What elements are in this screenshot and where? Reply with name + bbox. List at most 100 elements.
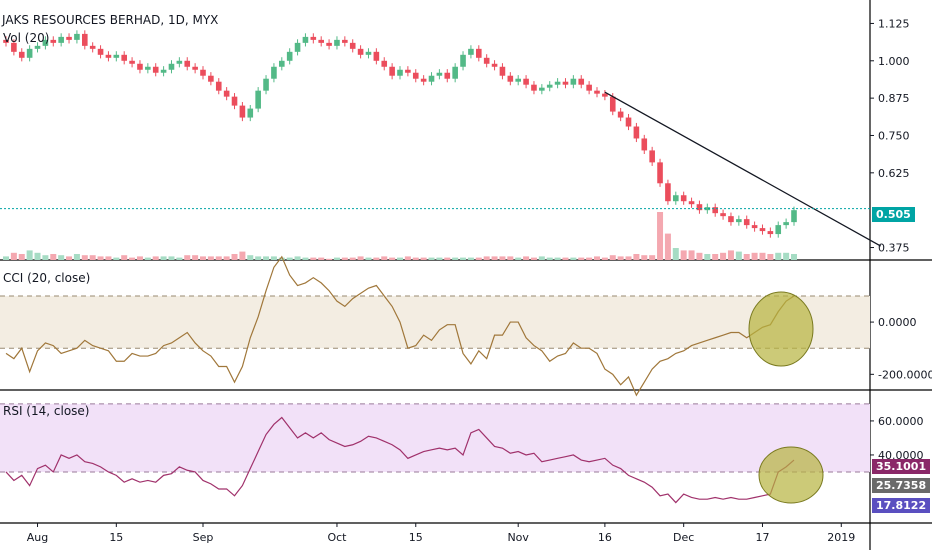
last-price-tag: 0.505 — [872, 207, 915, 222]
volume-bar — [633, 254, 640, 260]
volume-bar — [515, 257, 522, 260]
candle-body — [791, 210, 797, 223]
candle-body — [515, 78, 521, 82]
volume-bar — [270, 256, 277, 260]
symbol-title: JAKS RESOURCES BERHAD, 1D, MYX — [2, 13, 219, 27]
candle-body — [696, 204, 703, 211]
candle-body — [712, 207, 718, 214]
time-axis-tick: Nov — [507, 531, 529, 544]
time-axis-tick: Sep — [193, 531, 214, 544]
volume-bar — [759, 252, 766, 260]
cci-highlight-ellipse — [748, 291, 814, 367]
candle-body — [381, 60, 388, 67]
candle-body — [121, 54, 127, 61]
volume-bar — [239, 251, 246, 260]
candle-body — [665, 183, 671, 202]
volume-bar — [215, 256, 222, 260]
volume-bar — [326, 258, 333, 260]
candle-body — [728, 216, 734, 223]
volume-bar — [672, 248, 679, 260]
candle-body — [82, 33, 88, 46]
rsi-lower-band-tag: 17.8122 — [872, 498, 931, 513]
candle-body — [743, 219, 750, 226]
volume-bar — [121, 255, 128, 260]
volume-bar — [97, 256, 104, 260]
candle-body — [184, 60, 191, 67]
candle-body — [704, 207, 711, 211]
candle-body — [129, 60, 135, 64]
candle-body — [200, 69, 206, 76]
candle-body — [397, 69, 403, 76]
candle-body — [657, 162, 663, 184]
volume-indicator-label[interactable]: Vol (20) — [3, 31, 50, 45]
candle-body — [546, 84, 553, 88]
volume-bar — [105, 256, 112, 260]
volume-bar — [444, 257, 451, 260]
volume-bar — [664, 233, 671, 260]
candle-body — [468, 48, 474, 55]
candle-body — [562, 81, 569, 85]
candle-body — [452, 66, 458, 79]
candle-body — [357, 48, 364, 55]
volume-bar — [578, 257, 585, 260]
time-axis-tick: 15 — [109, 531, 123, 544]
candle-body — [673, 195, 679, 202]
volume-bar — [357, 256, 364, 260]
volume-bar — [617, 256, 624, 260]
cci-axis-tick: -200.0000 — [878, 368, 932, 381]
candle-body — [223, 90, 230, 97]
volume-bar — [18, 254, 25, 260]
time-axis-tick: 17 — [755, 531, 769, 544]
candle-body — [491, 63, 498, 67]
cci-line — [5, 255, 795, 397]
candle-body — [736, 219, 742, 223]
volume-bar — [278, 257, 285, 260]
rsi-value-tag: 35.1001 — [872, 459, 931, 474]
candle-body — [66, 36, 72, 40]
candle-body — [208, 75, 214, 82]
volume-bar — [712, 254, 719, 260]
volume-bar — [775, 252, 782, 260]
downtrend-line — [604, 91, 881, 247]
volume-bar — [499, 256, 506, 260]
candle-body — [460, 54, 466, 67]
volume-bar — [475, 257, 482, 260]
candle-body — [483, 57, 490, 64]
candle-body — [89, 45, 96, 49]
price-axis-tick: 1.000 — [878, 55, 910, 68]
candle-body — [58, 36, 64, 43]
candle-body — [523, 78, 529, 85]
volume-bar — [247, 255, 254, 260]
candle-body — [160, 69, 167, 73]
price-axis-tick: 0.750 — [878, 129, 910, 142]
rsi-indicator-label[interactable]: RSI (14, close) — [3, 404, 90, 418]
candle-body — [554, 81, 561, 85]
volume-bar — [696, 252, 703, 260]
volume-bar — [286, 257, 293, 260]
candle-body — [349, 42, 356, 49]
candle-body — [751, 225, 758, 229]
volume-bar — [365, 257, 372, 260]
volume-bar — [231, 254, 238, 260]
volume-bar — [50, 254, 57, 260]
cci-indicator-label[interactable]: CCI (20, close) — [3, 271, 91, 285]
volume-bar — [263, 256, 270, 260]
candle-body — [50, 39, 57, 43]
candle-body — [11, 42, 17, 52]
candle-body — [420, 78, 427, 82]
candle-body — [326, 42, 332, 46]
volume-bar — [625, 256, 632, 260]
candle-body — [783, 222, 789, 226]
volume-bar — [404, 256, 411, 260]
volume-bar — [507, 256, 514, 260]
candle-body — [215, 81, 222, 91]
rsi-axis-tick: 60.0000 — [878, 415, 924, 428]
volume-bar — [168, 256, 175, 260]
volume-bar — [397, 257, 403, 260]
candle-body — [239, 105, 246, 118]
volume-bar — [255, 256, 262, 260]
price-axis-tick: 1.125 — [878, 17, 910, 30]
candle-body — [3, 39, 9, 43]
